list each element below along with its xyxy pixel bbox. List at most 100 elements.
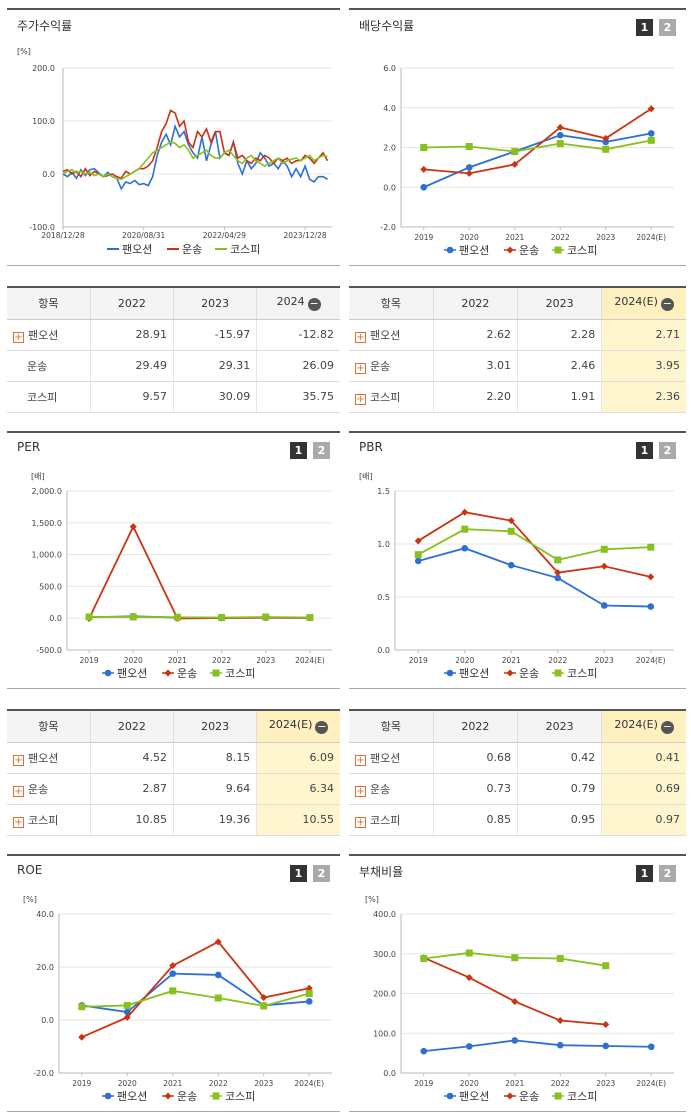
table-cell: 2.46 (516, 350, 602, 382)
expand-icon[interactable]: + (13, 785, 24, 797)
column-header-label: 2023 (545, 719, 574, 733)
column-header: 2023 (516, 287, 602, 320)
page-2-button[interactable]: 2 (313, 442, 330, 459)
x-tick-label: 2022/04/29 (203, 231, 246, 240)
series-line (88, 524, 310, 620)
legend-label: 코스피 (230, 243, 260, 256)
x-tick-label: 2020 (118, 1079, 137, 1088)
x-tick-label: 2019 (72, 1079, 91, 1088)
data-point (556, 1017, 564, 1025)
data-point (600, 562, 608, 570)
series-trans (420, 105, 655, 177)
page-2-button[interactable]: 2 (659, 19, 676, 36)
series-kospi (420, 949, 610, 970)
page-1-button[interactable]: 1 (636, 865, 653, 882)
table-cell: -12.82 (256, 319, 340, 351)
table-cell: 0.68 (432, 742, 518, 774)
y-tick-label: 100.0 (373, 1029, 396, 1038)
expand-icon[interactable]: + (355, 785, 366, 797)
y-tick-label: 0.0 (49, 614, 62, 623)
y-tick-label: -2.0 (380, 223, 396, 232)
row-label-cell: + 운송 (349, 350, 434, 382)
collapse-icon[interactable]: − (307, 297, 321, 312)
page-1-button[interactable]: 1 (290, 865, 307, 882)
data-point (647, 1043, 655, 1051)
row-label: 코스피 (27, 390, 58, 404)
series-line (423, 956, 606, 1026)
series-line (81, 940, 310, 1039)
row-label-cell: + 코스피 (7, 804, 91, 836)
table-header-row: 항목 2022 2023 2024(E) − (7, 710, 340, 743)
table-cell: 0.79 (516, 773, 602, 805)
page-1-button[interactable]: 1 (636, 442, 653, 459)
series-line (417, 528, 651, 561)
expand-icon[interactable]: + (13, 816, 24, 828)
expand-icon[interactable]: + (355, 754, 366, 766)
expand-icon[interactable]: + (355, 362, 366, 374)
column-header-label: 항목 (380, 297, 401, 311)
panel-title: PER (17, 440, 41, 454)
data-point (465, 974, 473, 982)
collapse-icon[interactable]: − (660, 297, 674, 312)
legend-label: 코스피 (567, 667, 597, 680)
row-label: 팬오션 (370, 751, 401, 765)
series-line (89, 616, 310, 619)
row-label-cell: 코스피 (7, 381, 91, 413)
collapse-icon[interactable]: − (315, 720, 329, 735)
legend-label: 코스피 (567, 244, 597, 257)
x-tick-label: 2022 (212, 656, 231, 665)
legend-item-trans: 운송 (504, 667, 539, 680)
column-header-label: 항목 (38, 297, 59, 311)
series-trans (85, 523, 314, 623)
data-point (414, 557, 422, 565)
pbr-table: 항목 2022 2023 2024(E) − + 팬오션 0.68 0.42 0.41 + 운송 0.7… (349, 709, 686, 836)
table-cell: 4.52 (89, 742, 174, 774)
table-cell: 0.42 (516, 742, 602, 774)
panel-title: ROE (17, 863, 43, 877)
page-2-button[interactable]: 2 (659, 865, 676, 882)
data-point (556, 140, 564, 148)
legend-label: 운송 (177, 667, 197, 680)
data-point (164, 669, 172, 677)
table-cell: 10.85 (89, 804, 174, 836)
table-cell: 3.01 (432, 350, 518, 382)
page-2-button[interactable]: 2 (659, 442, 676, 459)
data-point (446, 1092, 454, 1100)
page-2-button[interactable]: 2 (313, 865, 330, 882)
column-header: 2022 (89, 287, 174, 320)
collapse-icon[interactable]: − (660, 720, 674, 735)
y-tick-label: 20.0 (36, 963, 54, 972)
expand-icon[interactable]: + (13, 331, 24, 343)
column-header-label: 항목 (380, 720, 401, 734)
table-cell: 9.57 (89, 381, 174, 413)
y-tick-label: 0.0 (377, 646, 390, 655)
legend-item-pan: 팬오션 (102, 667, 147, 680)
table-row: + 운송 2.87 9.64 6.34 (7, 773, 340, 805)
table-cell: 0.97 (601, 804, 686, 836)
row-label: 운송 (370, 782, 391, 796)
page-1-button[interactable]: 1 (636, 19, 653, 36)
expand-icon[interactable]: + (355, 331, 366, 343)
table-row: + 코스피 2.20 1.91 2.36 (349, 381, 686, 413)
legend-label: 코스피 (225, 667, 255, 680)
data-point (461, 544, 469, 552)
panel-title: 부채비율 (359, 865, 404, 879)
data-point (507, 561, 515, 569)
expand-icon[interactable]: + (13, 754, 24, 766)
table-header-row: 항목 2022 2023 2024(E) − (349, 287, 686, 320)
page-1-button[interactable]: 1 (290, 442, 307, 459)
data-point (602, 1021, 610, 1029)
data-point (169, 970, 177, 977)
expand-icon[interactable]: + (355, 816, 366, 828)
legend-label: 운송 (519, 244, 539, 257)
expand-icon[interactable]: + (355, 393, 366, 405)
data-point (305, 984, 313, 992)
data-point (305, 990, 313, 997)
debt-ratio-chart: [%] 400.0 300.0 200.0 100.0 0.0 2019 2020 2021 20… (365, 895, 674, 1103)
data-point (511, 997, 519, 1005)
table-row: + 팬오션 28.91 -15.97 -12.82 (7, 319, 340, 351)
data-point (78, 1033, 86, 1041)
table-cell: 26.09 (256, 350, 340, 382)
table-row: + 운송 0.73 0.79 0.69 (349, 773, 686, 805)
